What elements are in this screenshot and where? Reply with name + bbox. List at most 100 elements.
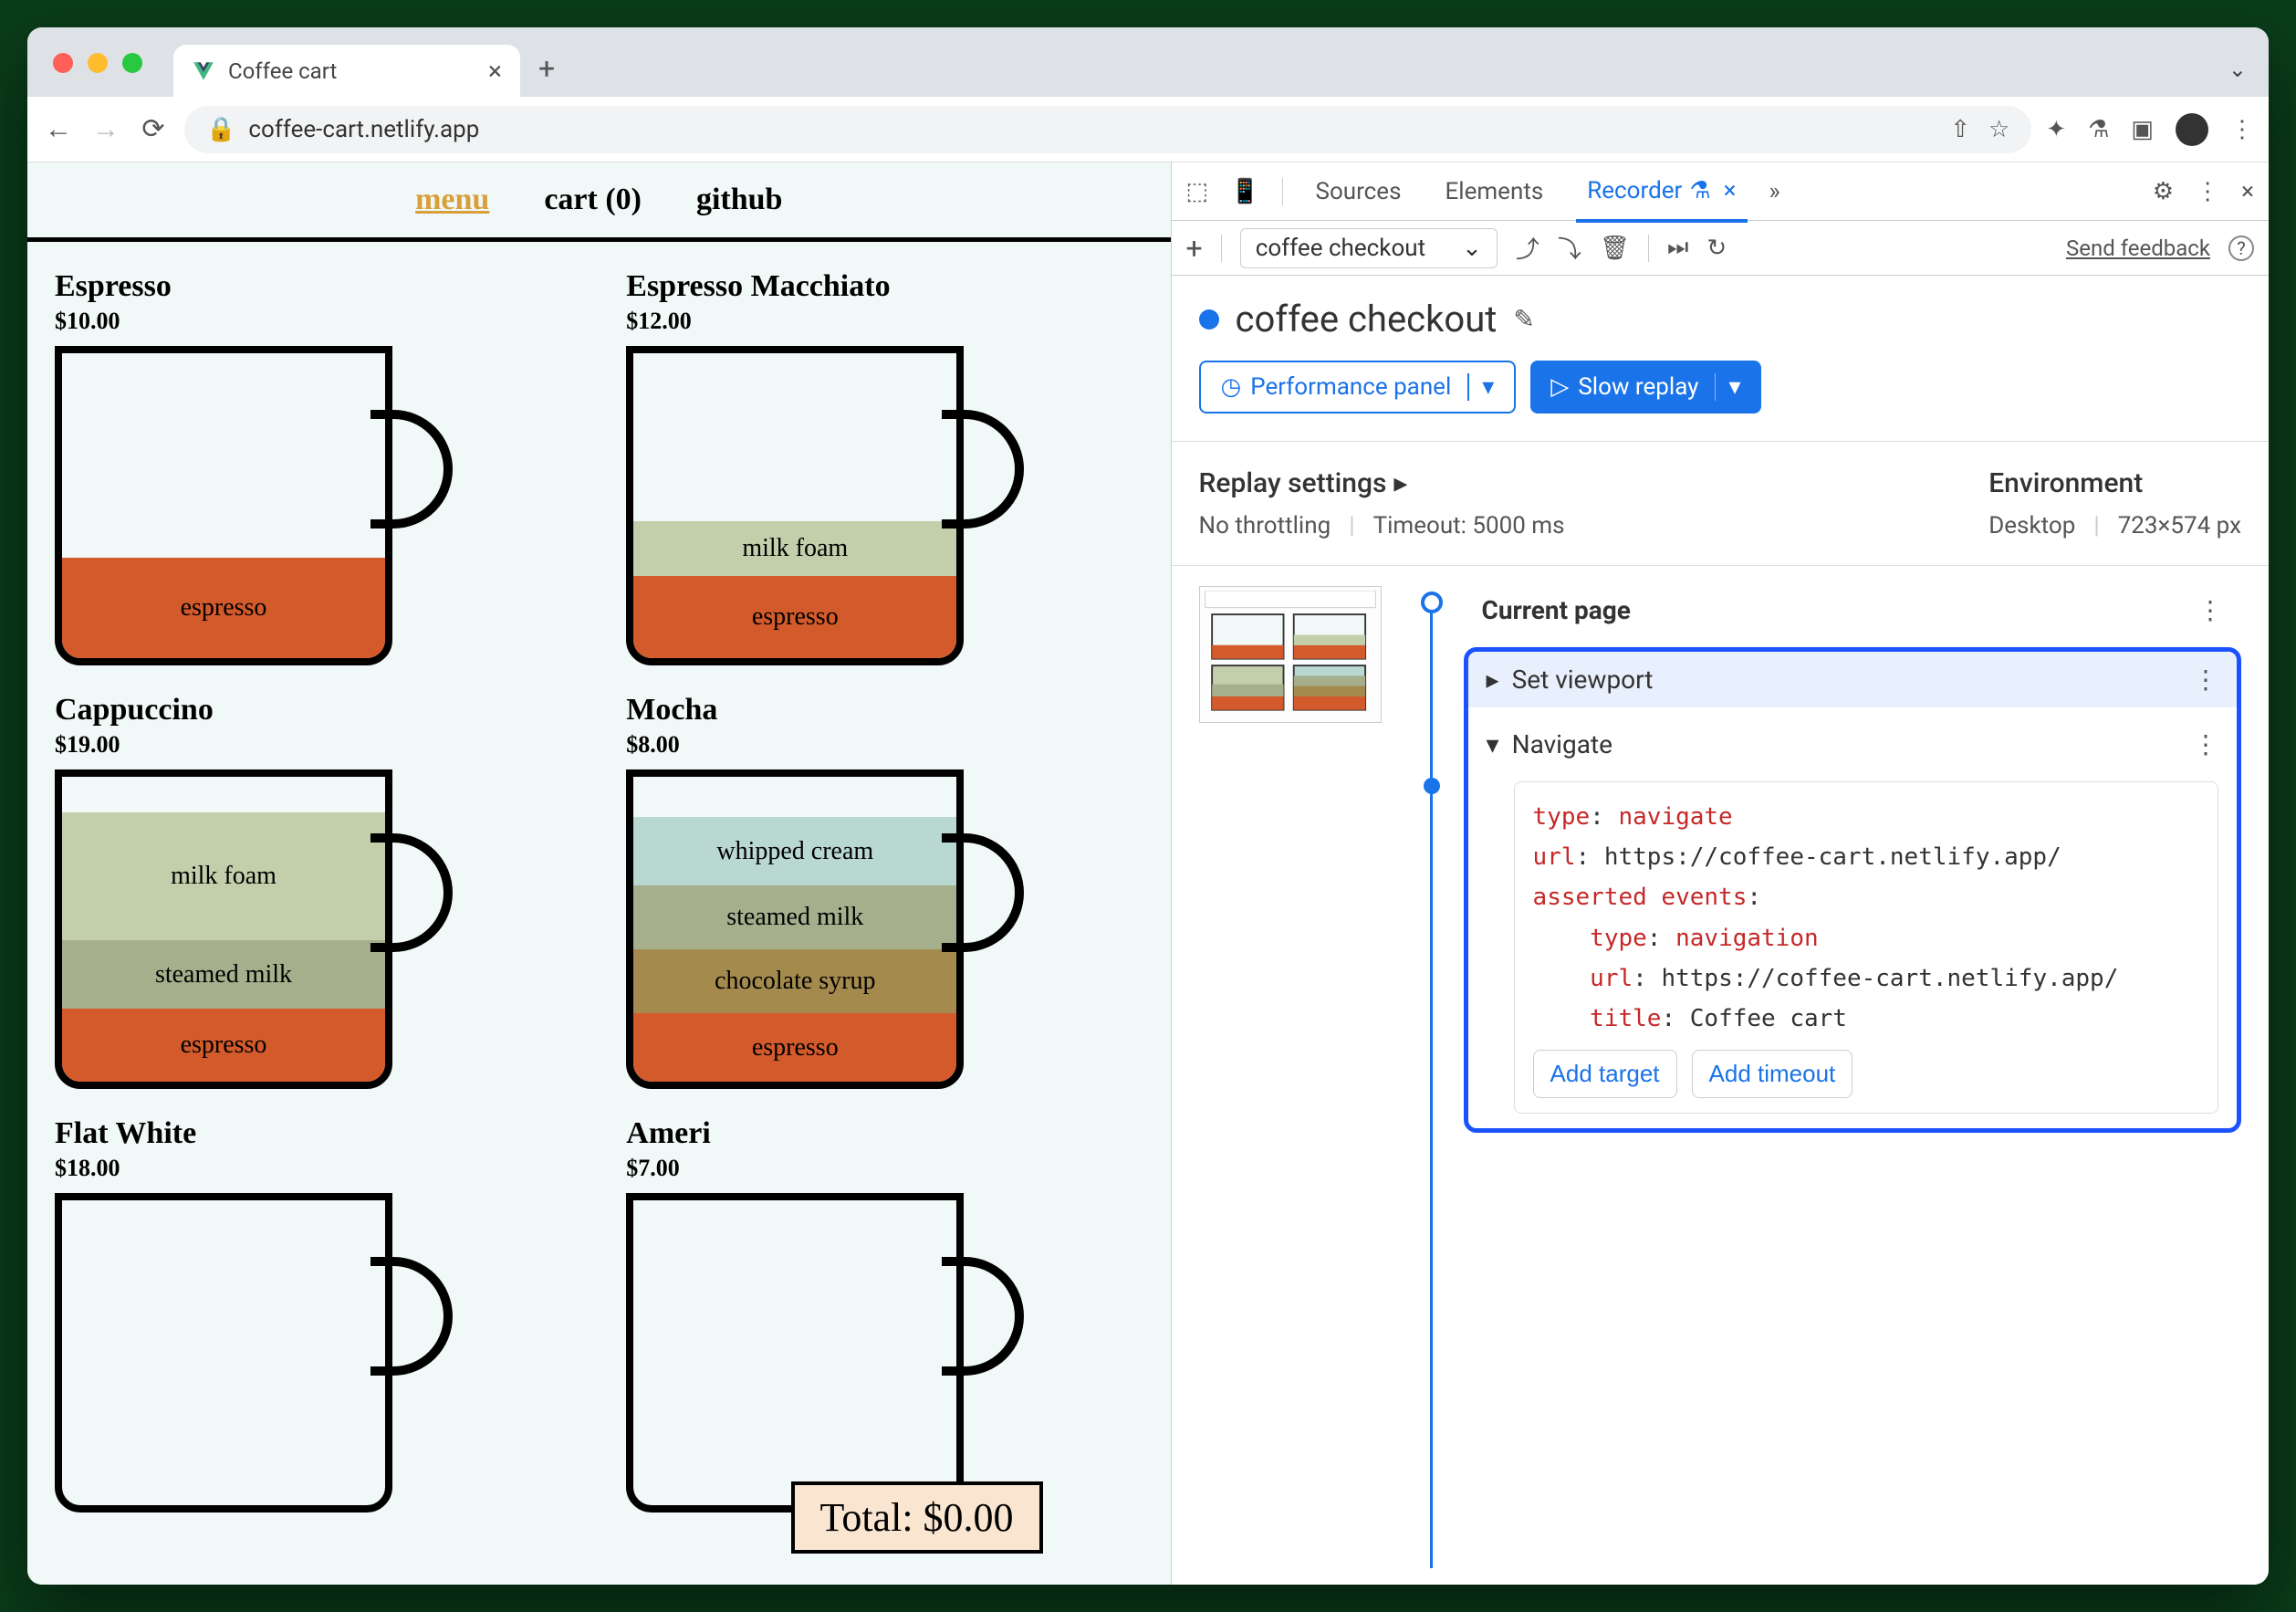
nav-forward: → <box>89 113 122 146</box>
url-bar: ← → ⟳ 🔒 coffee-cart.netlify.app ⇧ ☆ ✦ ⚗ … <box>27 97 2269 162</box>
tab-close-icon[interactable]: × <box>488 56 502 86</box>
page-nav: menu cart (0) github <box>27 162 1171 242</box>
lock-icon: 🔒 <box>206 116 235 143</box>
product-card[interactable]: Ameri $7.00 <box>626 1116 1143 1513</box>
env-device: Desktop <box>1988 512 2075 539</box>
nav-cart[interactable]: cart (0) <box>544 183 642 217</box>
new-tab-button[interactable]: + <box>538 51 555 86</box>
step-node-icon[interactable] <box>1424 778 1440 794</box>
tab-sources[interactable]: Sources <box>1305 163 1413 220</box>
nav-menu[interactable]: menu <box>415 183 489 217</box>
product-card[interactable]: Flat White $18.00 <box>55 1116 571 1513</box>
inspect-icon[interactable]: ⬚ <box>1186 178 1209 205</box>
tab-elements[interactable]: Elements <box>1434 163 1554 220</box>
selected-step-box: ▸ Set viewport ⋮ ▾ Navigate ⋮ type: navi… <box>1464 647 2241 1133</box>
cup-layer: milk foam <box>62 812 385 940</box>
edit-icon[interactable]: ✎ <box>1513 304 1534 334</box>
product-price: $7.00 <box>626 1155 1143 1182</box>
export-icon[interactable]: ⤴ <box>1516 231 1539 265</box>
cup-icon <box>55 1193 456 1513</box>
continue-icon[interactable]: ↻ <box>1706 235 1727 262</box>
timeout-value: Timeout: 5000 ms <box>1373 512 1565 539</box>
more-tabs-icon[interactable]: » <box>1769 178 1780 205</box>
cup-layer: milk foam <box>633 521 956 576</box>
cup-layer: espresso <box>62 1009 385 1082</box>
product-price: $19.00 <box>55 731 571 759</box>
nav-reload[interactable]: ⟳ <box>137 113 170 146</box>
new-recording-icon[interactable]: + <box>1186 231 1203 266</box>
send-feedback-link[interactable]: Send feedback <box>2066 236 2210 261</box>
content-row: menu cart (0) github Espresso $10.00 esp… <box>27 162 2269 1585</box>
chevron-down-icon[interactable]: ▾ <box>1715 373 1740 401</box>
panel-icon[interactable]: ▣ <box>2131 116 2154 143</box>
extensions-icon[interactable]: ✦ <box>2046 116 2066 143</box>
delete-icon[interactable]: 🗑 <box>1600 235 1630 262</box>
step-set-viewport[interactable]: ▸ Set viewport ⋮ <box>1468 652 2237 707</box>
product-name: Flat White <box>55 1116 571 1151</box>
step-current-page[interactable]: Current page ⋮ <box>1464 582 2241 638</box>
tabs-menu-icon[interactable]: ⌄ <box>2228 57 2247 82</box>
title-bar: Coffee cart × + ⌄ <box>27 27 2269 97</box>
kebab-icon[interactable]: ⋮ <box>2196 178 2219 205</box>
step-code-block: type: navigate url: https://coffee-cart.… <box>1514 781 2218 1114</box>
step-over-icon[interactable]: ⏭ <box>1667 234 1688 262</box>
play-icon: ▷ <box>1550 373 1569 401</box>
gear-icon[interactable]: ⚙ <box>2153 178 2174 205</box>
performance-panel-button[interactable]: ◷ Performance panel ▾ <box>1199 361 1517 413</box>
slow-replay-button[interactable]: ▷ Slow replay ▾ <box>1530 361 1760 413</box>
vue-icon <box>192 59 215 83</box>
kebab-icon[interactable]: ⋮ <box>2197 595 2223 625</box>
tab-close-icon[interactable]: × <box>1724 177 1737 204</box>
step-navigate[interactable]: ▾ Navigate ⋮ <box>1468 707 2237 772</box>
total-box[interactable]: Total: $0.00 <box>791 1481 1043 1554</box>
product-name: Espresso <box>55 269 571 304</box>
profile-avatar[interactable] <box>2176 113 2208 146</box>
window-minimize[interactable] <box>88 53 108 73</box>
window-close[interactable] <box>53 53 73 73</box>
add-target-button[interactable]: Add target <box>1533 1050 1677 1098</box>
kebab-icon[interactable]: ⋮ <box>2193 665 2218 695</box>
step-node-icon[interactable] <box>1421 591 1443 613</box>
product-card[interactable]: Espresso Macchiato $12.00 espressomilk f… <box>626 269 1143 665</box>
product-card[interactable]: Cappuccino $19.00 espressosteamed milkmi… <box>55 693 571 1089</box>
window-maximize[interactable] <box>122 53 142 73</box>
recording-select[interactable]: coffee checkout ⌄ <box>1240 228 1498 268</box>
replay-settings-label[interactable]: Replay settings ▸ <box>1199 467 1565 499</box>
import-icon[interactable]: ⤵ <box>1558 231 1581 265</box>
browser-tab[interactable]: Coffee cart × <box>173 45 520 97</box>
nav-github[interactable]: github <box>696 183 783 217</box>
traffic-lights <box>53 53 142 73</box>
cup-layer: chocolate syrup <box>633 949 956 1013</box>
overflow-icon[interactable]: ⋮ <box>2230 116 2254 143</box>
nav-back[interactable]: ← <box>42 113 75 146</box>
tab-recorder[interactable]: Recorder ⚗ × <box>1576 162 1747 223</box>
throttling-value: No throttling <box>1199 512 1331 539</box>
product-name: Espresso Macchiato <box>626 269 1143 304</box>
recording-title: coffee checkout <box>1236 298 1498 340</box>
product-price: $12.00 <box>626 308 1143 335</box>
share-icon[interactable]: ⇧ <box>1950 116 1970 143</box>
url-field[interactable]: 🔒 coffee-cart.netlify.app ⇧ ☆ <box>184 106 2031 153</box>
add-timeout-button[interactable]: Add timeout <box>1692 1050 1853 1098</box>
chevron-down-icon[interactable]: ▾ <box>1467 373 1494 401</box>
labs-icon[interactable]: ⚗ <box>2088 116 2109 143</box>
product-card[interactable]: Mocha $8.00 espressochocolate syrupsteam… <box>626 693 1143 1089</box>
kebab-icon[interactable]: ⋮ <box>2193 729 2218 759</box>
recorder-buttons: ◷ Performance panel ▾ ▷ Slow replay ▾ <box>1172 351 2269 441</box>
star-icon[interactable]: ☆ <box>1988 116 2009 143</box>
products-grid: Espresso $10.00 espresso Espresso Macchi… <box>27 242 1171 1540</box>
url-text: coffee-cart.netlify.app <box>248 116 479 143</box>
devtools-close-icon[interactable]: × <box>2241 178 2254 205</box>
track-column <box>1400 582 1464 1568</box>
step-thumbnail[interactable] <box>1199 586 1382 723</box>
help-icon[interactable]: ? <box>2228 236 2254 261</box>
product-card[interactable]: Espresso $10.00 espresso <box>55 269 571 665</box>
env-size: 723×574 px <box>2118 512 2241 539</box>
cup-layer: steamed milk <box>62 940 385 1009</box>
product-price: $10.00 <box>55 308 571 335</box>
cup-layer: espresso <box>62 558 385 658</box>
product-name: Mocha <box>626 693 1143 727</box>
device-toggle-icon[interactable]: 📱 <box>1230 178 1259 205</box>
replay-settings: Replay settings ▸ No throttling | Timeou… <box>1172 441 2269 566</box>
steps-column: Current page ⋮ ▸ Set viewport ⋮ ▾ Naviga… <box>1464 582 2241 1568</box>
